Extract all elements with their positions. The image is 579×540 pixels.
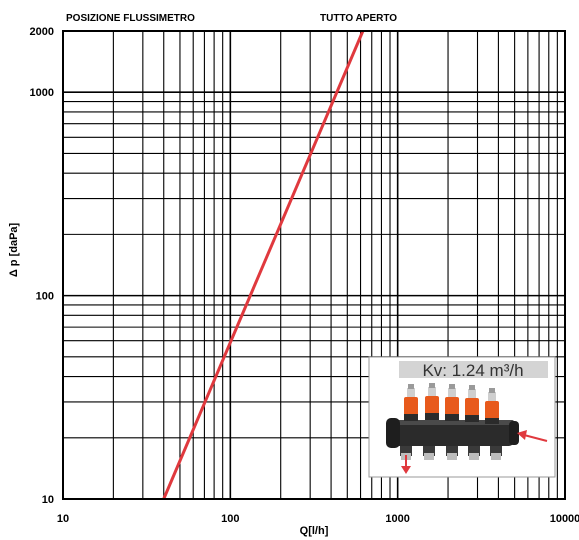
y-tick-label: 1000	[30, 87, 54, 99]
kv-label: Kv: 1.24 m³/h	[422, 361, 523, 380]
x-axis-title: Q[l/h]	[300, 525, 329, 537]
manifold-illustration	[386, 383, 519, 460]
y-tick-label: 2000	[30, 26, 54, 38]
x-tick-labels: 10 100 1000 10000	[57, 513, 579, 525]
series-layer	[162, 30, 365, 500]
y-tick-label: 100	[36, 291, 54, 303]
x-tick-label: 10	[57, 513, 69, 525]
header-right: TUTTO APERTO	[320, 13, 397, 24]
x-tick-label: 1000	[385, 513, 409, 525]
x-tick-label: 100	[221, 513, 239, 525]
plot-frame	[62, 30, 566, 500]
inset-box: Kv: 1.24 m³/h	[368, 356, 556, 478]
y-axis-title: Δ p [daPa]	[8, 222, 20, 277]
series-line	[162, 30, 365, 500]
y-tick-labels: 10 100 1000 2000	[30, 26, 54, 506]
x-tick-label: 10000	[550, 513, 579, 525]
outlet-arrow	[401, 455, 411, 474]
header-left: POSIZIONE FLUSSIMETRO	[66, 13, 195, 24]
kv-label-bg	[399, 361, 548, 378]
inlet-arrow	[517, 430, 548, 442]
y-tick-label: 10	[42, 494, 54, 506]
